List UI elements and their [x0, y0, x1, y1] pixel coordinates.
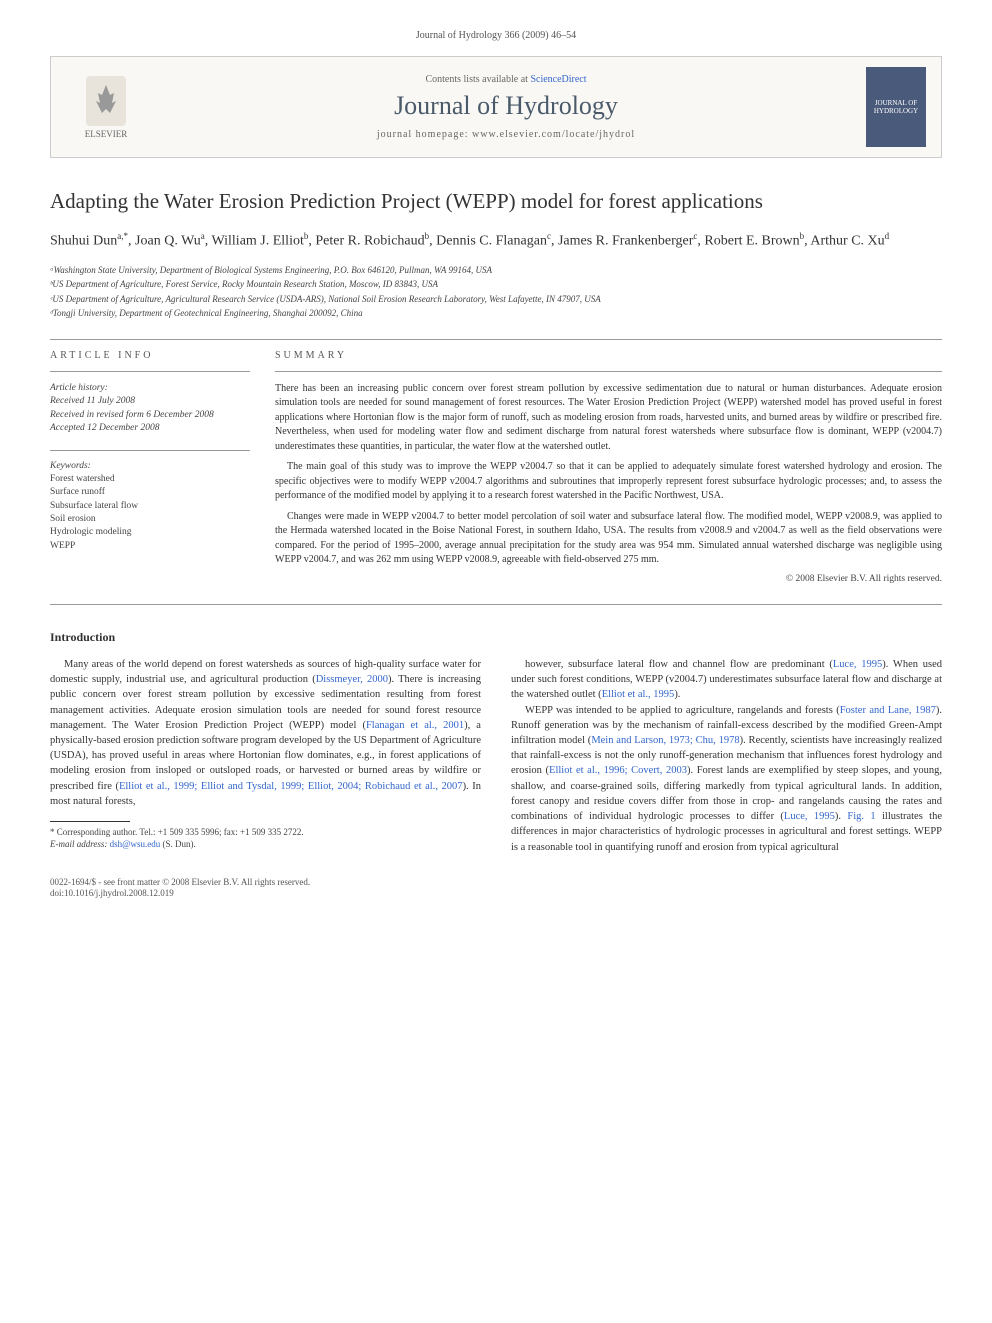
history-line: Accepted 12 December 2008: [50, 422, 250, 435]
keywords-list: Forest watershedSurface runoffSubsurface…: [50, 473, 250, 553]
keyword: Soil erosion: [50, 513, 250, 526]
divider: [50, 604, 942, 605]
contents-line: Contents lists available at ScienceDirec…: [146, 74, 866, 85]
history-line: Received in revised form 6 December 2008: [50, 409, 250, 422]
keyword: WEPP: [50, 540, 250, 553]
homepage-prefix: journal homepage:: [377, 129, 472, 140]
article-history: Article history: Received 11 July 2008Re…: [50, 382, 250, 435]
intro-para-2: however, subsurface lateral flow and cha…: [511, 657, 942, 855]
homepage-line: journal homepage: www.elsevier.com/locat…: [146, 129, 866, 140]
issn-line: 0022-1694/$ - see front matter © 2008 El…: [50, 877, 310, 889]
page-footer: 0022-1694/$ - see front matter © 2008 El…: [50, 877, 942, 900]
contents-prefix: Contents lists available at: [425, 74, 530, 85]
keyword: Forest watershed: [50, 473, 250, 486]
running-header: Journal of Hydrology 366 (2009) 46–54: [50, 30, 942, 41]
article-info: ARTICLE INFO Article history: Received 1…: [50, 350, 250, 584]
keyword: Hydrologic modeling: [50, 526, 250, 539]
banner-center: Contents lists available at ScienceDirec…: [146, 74, 866, 140]
history-line: Received 11 July 2008: [50, 395, 250, 408]
affiliation-line: ᵇUS Department of Agriculture, Forest Se…: [50, 278, 942, 292]
corr-email-name: (S. Dun).: [162, 839, 195, 849]
homepage-url: www.elsevier.com/locate/jhydrol: [472, 129, 635, 140]
affiliation-line: ᵃWashington State University, Department…: [50, 264, 942, 278]
journal-cover-thumb: JOURNAL OF HYDROLOGY: [866, 67, 926, 147]
article-info-label: ARTICLE INFO: [50, 350, 250, 361]
divider: [50, 371, 250, 372]
summary-paragraph: The main goal of this study was to impro…: [275, 460, 942, 504]
corr-email-line: E-mail address: dsh@wsu.edu (S. Dun).: [50, 839, 481, 851]
doi-line: doi:10.1016/j.jhydrol.2008.12.019: [50, 888, 310, 900]
keywords-title: Keywords:: [50, 461, 250, 471]
email-label: E-mail address:: [50, 839, 107, 849]
footer-left: 0022-1694/$ - see front matter © 2008 El…: [50, 877, 310, 900]
journal-name: Journal of Hydrology: [146, 91, 866, 121]
summary-paragraph: There has been an increasing public conc…: [275, 382, 942, 455]
footnote-separator: [50, 821, 130, 822]
intro-para-1: Many areas of the world depend on forest…: [50, 657, 481, 809]
divider: [50, 339, 942, 340]
column-right: however, subsurface lateral flow and cha…: [511, 657, 942, 857]
sciencedirect-link[interactable]: ScienceDirect: [530, 74, 586, 85]
keyword: Subsurface lateral flow: [50, 500, 250, 513]
divider: [275, 371, 942, 372]
summary-label: SUMMARY: [275, 350, 942, 361]
article-title: Adapting the Water Erosion Prediction Pr…: [50, 188, 942, 215]
introduction-heading: Introduction: [50, 630, 942, 645]
history-title: Article history:: [50, 382, 250, 395]
authors-list: Shuhui Duna,*, Joan Q. Wua, William J. E…: [50, 230, 942, 252]
summary-text: There has been an increasing public conc…: [275, 382, 942, 568]
affiliations: ᵃWashington State University, Department…: [50, 264, 942, 321]
summary: SUMMARY There has been an increasing pub…: [275, 350, 942, 584]
elsevier-tree-icon: [86, 76, 126, 126]
keyword: Surface runoff: [50, 486, 250, 499]
two-column-body: Many areas of the world depend on forest…: [50, 657, 942, 857]
affiliation-line: ᵈTongji University, Department of Geotec…: [50, 307, 942, 321]
summary-paragraph: Changes were made in WEPP v2004.7 to bet…: [275, 510, 942, 568]
info-summary-row: ARTICLE INFO Article history: Received 1…: [50, 350, 942, 584]
corresponding-author-footnote: * Corresponding author. Tel.: +1 509 335…: [50, 827, 481, 850]
publisher-name: ELSEVIER: [85, 129, 128, 139]
summary-copyright: © 2008 Elsevier B.V. All rights reserved…: [275, 574, 942, 584]
divider: [50, 450, 250, 451]
corr-author-line: * Corresponding author. Tel.: +1 509 335…: [50, 827, 481, 839]
journal-banner: ELSEVIER Contents lists available at Sci…: [50, 56, 942, 158]
affiliation-line: ᶜUS Department of Agriculture, Agricultu…: [50, 293, 942, 307]
corr-email-link[interactable]: dsh@wsu.edu: [110, 839, 161, 849]
introduction-section: Introduction Many areas of the world dep…: [50, 630, 942, 857]
column-left: Many areas of the world depend on forest…: [50, 657, 481, 857]
publisher-logo-block: ELSEVIER: [66, 76, 146, 139]
